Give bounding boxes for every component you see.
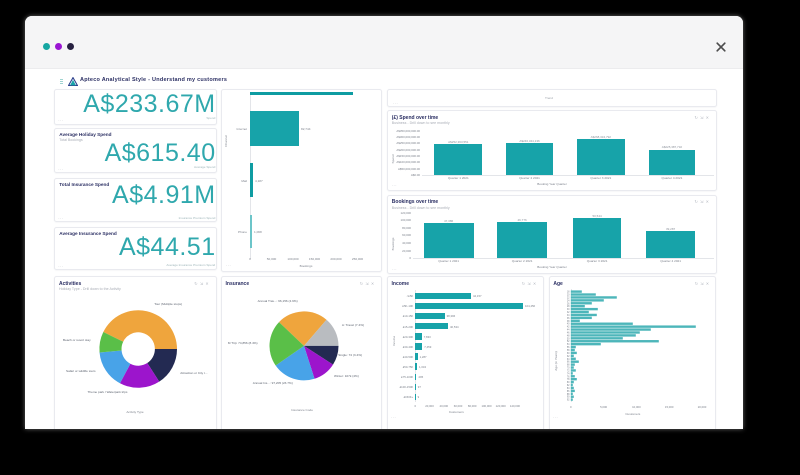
svg-text:36: 36 [567, 317, 570, 320]
svg-text:92: 92 [567, 399, 570, 402]
svg-text:80: 80 [567, 381, 570, 384]
svg-text:58: 58 [567, 349, 570, 352]
svg-text:24: 24 [567, 299, 570, 302]
svg-text:30: 30 [567, 308, 570, 311]
svg-text:78: 78 [567, 378, 570, 381]
svg-text:72: 72 [567, 369, 570, 372]
svg-text:90: 90 [567, 396, 570, 399]
svg-text:38: 38 [567, 320, 570, 323]
svg-text:34: 34 [567, 314, 570, 317]
svg-text:82: 82 [567, 384, 570, 387]
svg-text:22: 22 [567, 296, 570, 299]
svg-text:86: 86 [567, 390, 570, 393]
svg-text:84: 84 [567, 387, 570, 390]
svg-text:18: 18 [567, 291, 570, 294]
svg-text:70: 70 [567, 367, 570, 370]
svg-text:32: 32 [567, 311, 570, 314]
svg-text:88: 88 [567, 393, 570, 396]
svg-text:62: 62 [567, 355, 570, 358]
svg-text:56: 56 [567, 346, 570, 349]
svg-text:76: 76 [567, 375, 570, 378]
svg-text:28: 28 [567, 305, 570, 308]
svg-text:60: 60 [567, 352, 570, 355]
svg-text:54: 54 [567, 343, 570, 346]
svg-text:68: 68 [567, 364, 570, 367]
svg-text:48: 48 [567, 334, 570, 337]
svg-text:46: 46 [567, 331, 570, 334]
svg-text:64: 64 [567, 358, 570, 361]
svg-text:40: 40 [567, 323, 570, 326]
svg-text:74: 74 [567, 372, 570, 375]
svg-text:42: 42 [567, 326, 570, 329]
svg-text:44: 44 [567, 329, 570, 332]
svg-text:66: 66 [567, 361, 570, 364]
svg-text:52: 52 [567, 340, 570, 343]
svg-text:50: 50 [567, 337, 570, 340]
svg-text:20: 20 [567, 294, 570, 297]
svg-text:26: 26 [567, 302, 570, 305]
